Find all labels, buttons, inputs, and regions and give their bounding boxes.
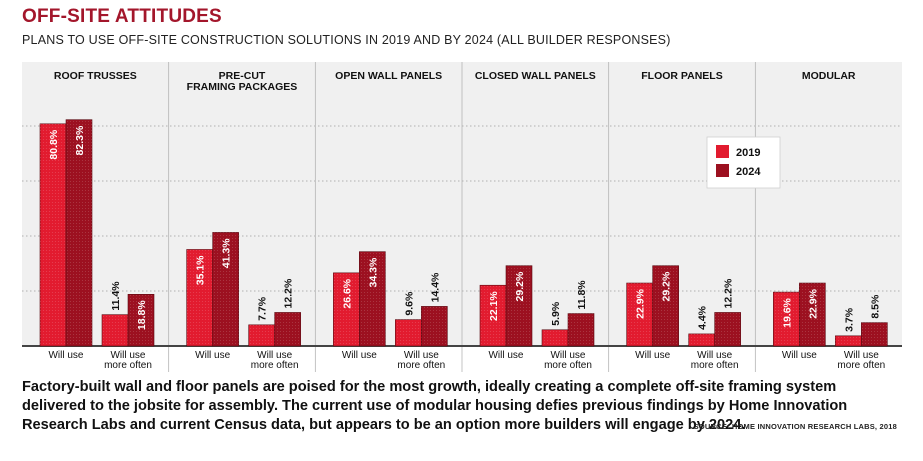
legend-label: 2019 [736,147,760,159]
bar-texture [626,283,653,346]
x-category-label: Will use more often [251,350,299,371]
data-label: 80.8% [48,129,60,159]
bar-texture [480,285,506,346]
data-label: 8.5% [869,294,881,319]
bar-texture [212,232,239,346]
group-label: PRE-CUT FRAMING PACKAGES [187,70,298,93]
bar-texture [128,294,154,346]
group-label: ROOF TRUSSES [54,70,137,82]
bar-texture [40,123,66,346]
bar-texture [835,335,862,346]
data-label: 11.8% [576,280,588,310]
group-label: CLOSED WALL PANELS [475,70,596,82]
data-label: 7.7% [257,296,269,321]
data-label: 5.9% [550,301,562,326]
legend: 2019 2024 [706,136,781,189]
data-label: 3.7% [843,307,855,332]
data-label: 29.2% [661,271,673,301]
data-label: 34.3% [367,257,379,287]
chart-title: OFF-SITE ATTITUDES [22,6,222,27]
chart-subtitle: PLANS TO USE OFF-SITE CONSTRUCTION SOLUT… [22,33,671,47]
data-label: 19.6% [781,297,793,327]
x-category-label: Will use [488,350,523,361]
data-label: 26.6% [341,278,353,308]
group-label: MODULAR [802,70,856,82]
data-label: 18.8% [136,300,148,330]
bar-texture [506,265,532,346]
data-label: 4.4% [697,305,709,330]
bar-texture [688,333,715,346]
bar-chart: ROOF TRUSSES 80.8% 82.3% Will use 11.4% 18.8%… [22,62,902,372]
x-category-label: Will use [342,350,377,361]
x-category-label: Will use [195,350,230,361]
data-label: 35.1% [195,255,207,285]
bar-texture [421,306,448,346]
data-label: 12.2% [723,278,735,308]
data-label: 82.3% [74,125,86,155]
source-note: SOURCE: HOME INNOVATION RESEARCH LABS, 2… [693,422,897,431]
bar-texture [714,312,741,346]
data-label: 22.1% [488,291,500,321]
data-label: 14.4% [429,272,441,302]
x-category-label: Will use more often [104,350,152,371]
bar-texture [861,322,888,346]
legend-swatch [716,164,729,177]
caption-text: Factory-built wall and floor panels are … [22,379,848,433]
x-category-label: Will use more often [691,350,739,371]
bar-texture [773,292,800,346]
data-label: 22.9% [807,288,819,318]
bar-texture [66,119,92,346]
bar-texture [359,251,386,346]
x-category-label: Will use more often [544,350,592,371]
data-label: 29.2% [514,271,526,301]
bar-texture [395,319,422,346]
bar-texture [248,324,275,346]
legend-box [706,136,781,189]
x-category-label: Will use [48,350,83,361]
bar-texture [652,265,679,346]
bar-texture [186,249,213,346]
bar-texture [799,283,826,346]
data-label: 11.4% [110,281,122,311]
x-category-label: Will use [635,350,670,361]
bar-texture [542,329,568,346]
legend-swatch [716,145,729,158]
bar-texture [333,272,360,346]
data-label: 41.3% [221,238,233,268]
x-category-label: Will use more often [397,350,445,371]
data-label: 12.2% [283,278,295,308]
legend-label: 2024 [736,166,761,178]
data-label: 22.9% [635,288,647,318]
x-category-label: Will use more often [837,350,885,371]
bar-texture [568,313,594,346]
data-label: 9.6% [403,291,415,316]
group-label: OPEN WALL PANELS [335,70,442,82]
bar-texture [274,312,301,346]
x-category-label: Will use [782,350,817,361]
bar-texture [102,314,128,346]
group-label: FLOOR PANELS [641,70,722,82]
